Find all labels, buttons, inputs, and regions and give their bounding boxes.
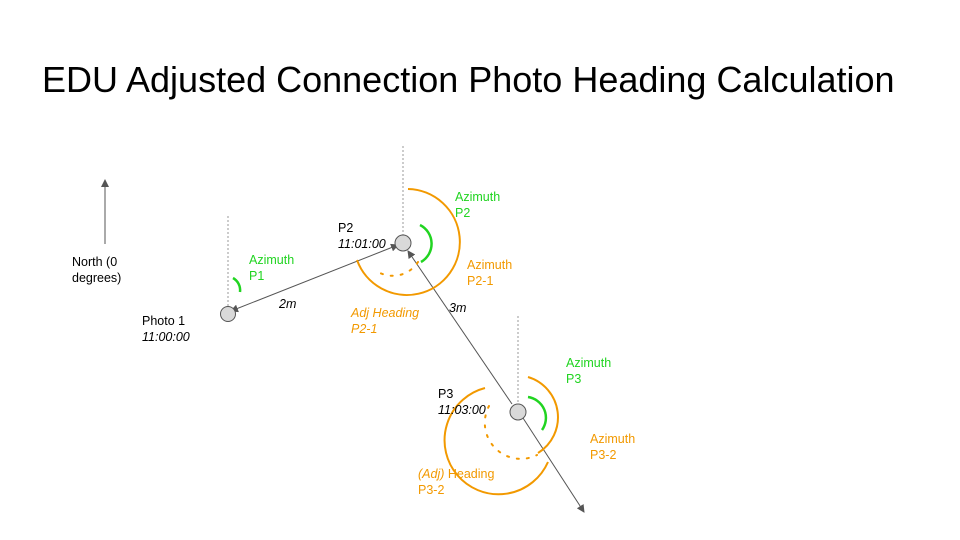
p2-name: P2 — [338, 220, 353, 236]
azimuth-label-p1: Azimuth P1 — [249, 252, 294, 284]
photo1-time: 11:00:00 — [142, 329, 190, 345]
azimuth-label-p2-1: Azimuth P2-1 — [467, 257, 512, 289]
adj-heading-arc-p2-1 — [375, 262, 418, 276]
p3-name: P3 — [438, 386, 453, 402]
azimuth-label-p3-2: Azimuth P3-2 — [590, 431, 635, 463]
adj-heading-label-p2-1: Adj Heading P2-1 — [351, 305, 419, 337]
azimuth-arc-p3 — [528, 397, 546, 430]
p3-time: 11:03:00 — [438, 402, 486, 418]
azimuth-arc-p1 — [233, 278, 240, 292]
p3-node — [510, 404, 526, 420]
photo1-name: Photo 1 — [142, 313, 185, 329]
distance-photo1-p2: 2m — [279, 296, 296, 312]
azimuth-label-p2: Azimuth P2 — [455, 189, 500, 221]
connection-p3-continue — [523, 418, 584, 512]
p2-time: 11:01:00 — [338, 236, 386, 252]
heading-label-p3-2: (Adj) Heading P3-2 — [418, 466, 494, 498]
photo1-node — [221, 307, 236, 322]
north-label: North (0 degrees) — [72, 254, 121, 286]
azimuth-arc-p2 — [420, 225, 432, 262]
azimuth-arc-p3-2 — [528, 377, 558, 453]
distance-p2-p3: 3m — [449, 300, 466, 316]
p2-node — [395, 235, 411, 251]
azimuth-label-p3: Azimuth P3 — [566, 355, 611, 387]
